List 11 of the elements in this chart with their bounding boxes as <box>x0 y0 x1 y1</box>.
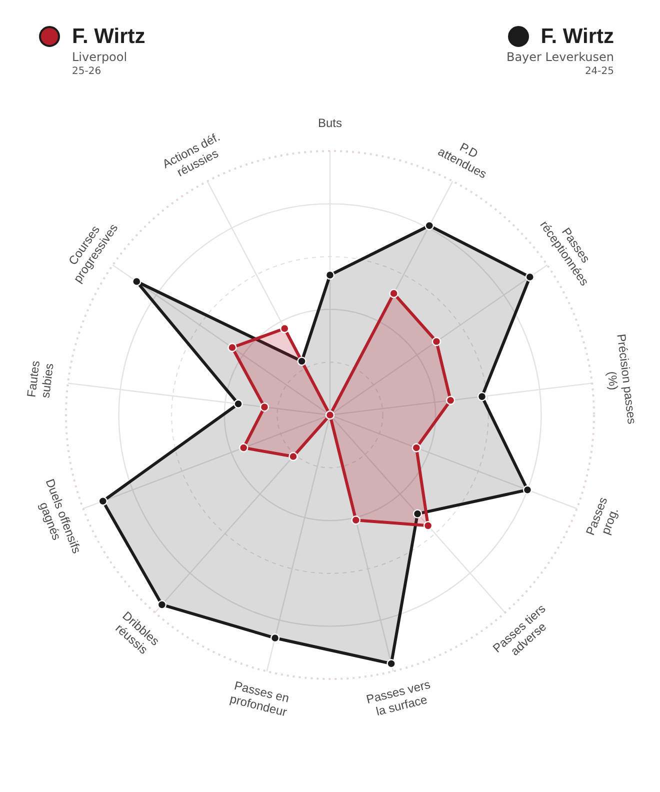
text: 25-26 <box>72 65 102 79</box>
text: Liverpool <box>72 49 128 65</box>
spoke-label: Fautes subies <box>24 360 56 399</box>
text: Bayer Leverkusen <box>506 49 614 65</box>
text: 24-25 <box>584 65 614 79</box>
legend-label: F. Wirtz <box>72 24 146 49</box>
legend-label: F. Wirtz <box>540 24 614 49</box>
spoke-label: Passes vers la surface <box>364 677 432 719</box>
spoke-label: Buts <box>318 116 342 130</box>
spoke-label: Précision passes (%) <box>604 333 640 425</box>
spoke-label: Passes en profondeur <box>228 678 291 720</box>
